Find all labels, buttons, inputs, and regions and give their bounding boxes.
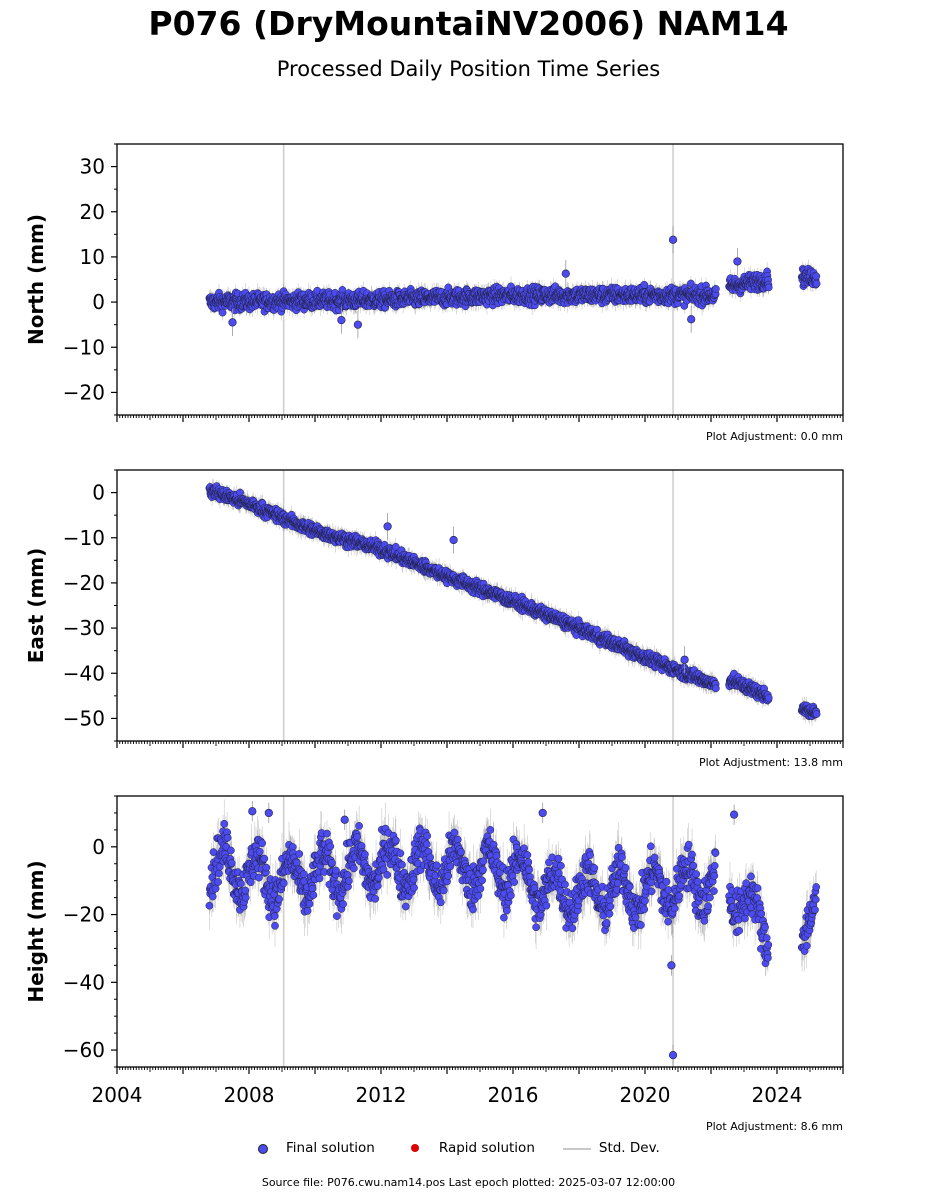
y-tick-label: 0 xyxy=(92,290,105,314)
outlier-point xyxy=(228,318,237,327)
plot-area xyxy=(205,470,821,741)
y-tick-label: 20 xyxy=(80,200,105,224)
data-point xyxy=(764,283,773,292)
y-axis-label: North (mm) xyxy=(24,214,48,345)
y-tick-label: −10 xyxy=(63,335,105,359)
y-tick-label: 10 xyxy=(80,245,105,269)
outlier-point xyxy=(668,235,678,244)
data-point xyxy=(640,280,649,289)
y-tick-label: 30 xyxy=(80,155,105,179)
y-tick-label: −20 xyxy=(63,380,105,404)
plot-adjustment: Plot Adjustment: 0.0 mm xyxy=(706,430,843,443)
outlier-point xyxy=(687,315,696,324)
panel-1: 30 20 10 0 −10 −20 North (mm) Plot Adjustment: … xyxy=(24,143,844,443)
chart-title: P076 (DryMountaiNV2006) NAM14 xyxy=(148,4,789,43)
data-point xyxy=(712,285,720,293)
data-point xyxy=(812,272,821,281)
chart-subtitle: Processed Daily Position Time Series xyxy=(276,57,661,81)
outlier-point xyxy=(337,316,346,325)
data-point xyxy=(812,279,821,288)
outlier-point xyxy=(733,257,742,266)
final-solution-points xyxy=(205,264,821,317)
plot-area xyxy=(205,144,821,415)
outlier-point xyxy=(561,269,570,278)
outlier-point xyxy=(353,320,363,329)
data-point xyxy=(218,308,227,317)
